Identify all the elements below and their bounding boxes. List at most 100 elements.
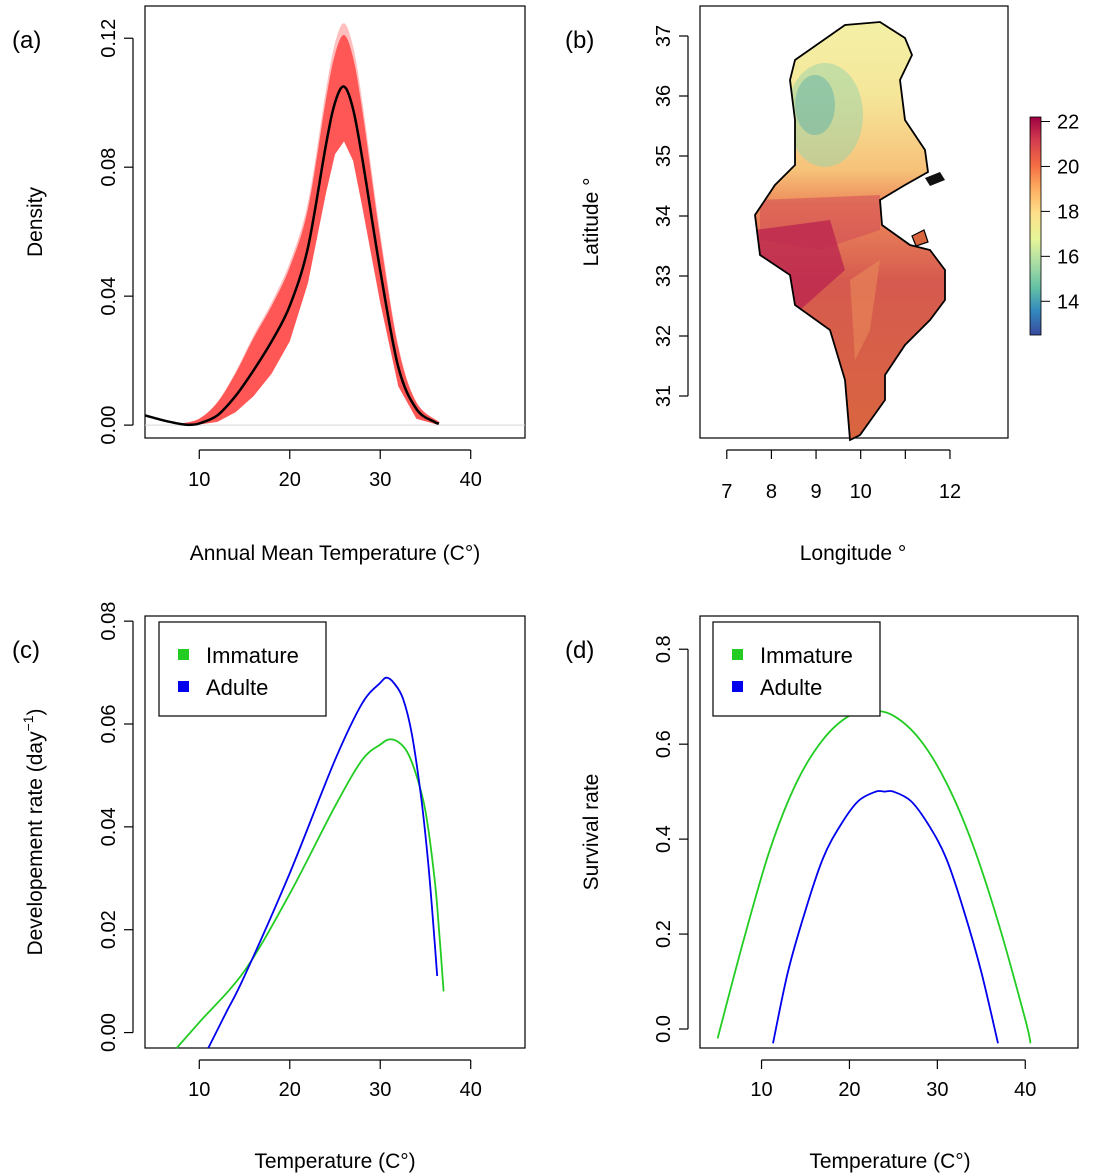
panel-b-y-tick-label: 32 bbox=[653, 325, 675, 347]
panel-d-x-label: Temperature (C°) bbox=[809, 1150, 970, 1173]
panel-d-legend-label-adulte: Adulte bbox=[760, 675, 822, 700]
panel-d-y-label: Survival rate bbox=[580, 774, 603, 891]
panel-a-y-axis: 0.00 0.04 0.08 0.12 bbox=[98, 19, 134, 445]
panel-c-x-label: Temperature (C°) bbox=[254, 1150, 415, 1173]
panel-a-y-tick-label: 0.08 bbox=[98, 148, 120, 187]
panel-b-scale-tick-label: 22 bbox=[1057, 111, 1079, 133]
panel-a-y-label: Density bbox=[24, 186, 47, 257]
panel-c-legend: Immature Adulte bbox=[158, 621, 327, 717]
panel-d-series bbox=[716, 710, 1032, 1044]
panel-b-y-tick-label: 34 bbox=[653, 205, 675, 227]
panel-a-y-tick-label: 0.12 bbox=[98, 19, 120, 58]
panel-c-series bbox=[176, 676, 445, 1049]
panel-d-x-axis: 10 20 30 40 bbox=[750, 1059, 1036, 1101]
panel-a-plot-box bbox=[144, 5, 526, 439]
panel-c-x-tick-label: 30 bbox=[369, 1079, 391, 1101]
panel-b-x-tick-label: 10 bbox=[850, 481, 872, 503]
panel-b-x-tick-label: 9 bbox=[810, 481, 821, 503]
panel-c-x-tick-label: 10 bbox=[188, 1079, 210, 1101]
panel-d-plot-box bbox=[699, 615, 1079, 1049]
panel-b-y-tick-label: 31 bbox=[653, 385, 675, 407]
panel-b-y-tick-label: 35 bbox=[653, 145, 675, 167]
panel-c-y-tick-label: 0.00 bbox=[98, 1013, 120, 1052]
panel-c-y-axis: 0.00 0.02 0.04 0.06 0.08 bbox=[98, 602, 134, 1052]
panel-a-x-label: Annual Mean Temperature (C°) bbox=[190, 542, 480, 565]
panel-a-density-mean-line bbox=[144, 85, 440, 427]
panel-b-scale-tick-label: 18 bbox=[1057, 201, 1079, 223]
panel-d-legend-swatch-adulte bbox=[732, 681, 743, 692]
panel-c-x-tick-label: 20 bbox=[279, 1079, 301, 1101]
panel-b-y-axis: 31 32 33 34 35 36 37 bbox=[653, 25, 689, 407]
panel-a-label: (a) bbox=[12, 27, 41, 54]
panel-b-x-label: Longitude ° bbox=[800, 542, 907, 565]
panel-d-x-tick-label: 20 bbox=[838, 1079, 860, 1101]
panel-c-y-tick-label: 0.08 bbox=[98, 602, 120, 641]
panel-c-line-immature bbox=[176, 738, 445, 1049]
panel-b-scale-tick-label: 20 bbox=[1057, 156, 1079, 178]
panel-c-x-axis: 10 20 30 40 bbox=[188, 1059, 482, 1101]
panel-c-legend-label-immature: Immature bbox=[206, 643, 299, 668]
panel-d-line-immature bbox=[716, 710, 1032, 1044]
panel-a-x-tick-label: 10 bbox=[188, 469, 210, 491]
panel-d: (d) 10 20 30 40 0.0 0.2 0.4 0.6 0.8 Immature Ad… bbox=[565, 615, 1079, 1173]
panel-c-x-tick-label: 40 bbox=[460, 1079, 482, 1101]
panel-c-y-label-close: ) bbox=[24, 708, 47, 715]
panel-d-x-tick-label: 10 bbox=[750, 1079, 772, 1101]
panel-c-y-tick-label: 0.04 bbox=[98, 807, 120, 846]
panel-b: (b) 7 8 9 10 12 31 32 33 34 35 36 37 Longitude ° L… bbox=[565, 5, 1079, 565]
panel-d-y-tick-label: 0.6 bbox=[653, 730, 675, 758]
panel-c-line-adulte bbox=[207, 676, 439, 1049]
panel-b-island bbox=[925, 172, 945, 186]
panel-c-y-label-superscript: −1 bbox=[20, 715, 36, 731]
panel-a-x-axis: 10 20 30 40 bbox=[188, 449, 482, 491]
panel-b-y-label: Latitude ° bbox=[580, 178, 603, 267]
panel-c-y-label-main: Developement rate (day bbox=[24, 731, 47, 956]
panel-a-y-tick-label: 0.00 bbox=[98, 406, 120, 445]
panel-c: (c) 10 20 30 40 0.00 0.02 0.04 0.06 0.08 Immatu… bbox=[12, 602, 526, 1173]
panel-a-x-tick-label: 30 bbox=[369, 469, 391, 491]
panel-a: (a) 10 20 30 40 0.00 0.04 0.08 0.12 Annual Mea… bbox=[12, 5, 526, 565]
panel-c-y-tick-label: 0.02 bbox=[98, 910, 120, 949]
panel-a-x-tick-label: 20 bbox=[279, 469, 301, 491]
panel-c-y-tick-label: 0.06 bbox=[98, 705, 120, 744]
panel-b-x-axis: 7 8 9 10 12 bbox=[721, 449, 961, 503]
panel-b-x-tick-label: 12 bbox=[939, 481, 961, 503]
panel-c-plot-box bbox=[144, 615, 526, 1049]
panel-b-y-tick-label: 33 bbox=[653, 265, 675, 287]
panel-c-legend-swatch-adulte bbox=[178, 681, 189, 692]
panel-d-legend-box bbox=[712, 621, 881, 717]
panel-d-legend: Immature Adulte bbox=[712, 621, 881, 717]
panel-b-color-scale-ticks: 22 20 18 16 14 bbox=[1041, 111, 1079, 313]
panel-b-scale-tick-label: 14 bbox=[1057, 291, 1079, 313]
panel-d-x-tick-label: 40 bbox=[1014, 1079, 1036, 1101]
panel-d-y-tick-label: 0.4 bbox=[653, 825, 675, 853]
panel-b-x-tick-label: 8 bbox=[766, 481, 777, 503]
panel-b-label: (b) bbox=[565, 27, 594, 54]
panel-d-label: (d) bbox=[565, 637, 594, 664]
panel-d-y-tick-label: 0.0 bbox=[653, 1015, 675, 1043]
panel-c-legend-label-adulte: Adulte bbox=[206, 675, 268, 700]
panel-b-y-tick-label: 36 bbox=[653, 85, 675, 107]
panel-b-temperature-map bbox=[755, 22, 945, 440]
panel-a-density-envelope bbox=[181, 34, 439, 426]
panel-b-country-outline bbox=[754, 21, 946, 442]
panel-b-x-tick-label: 7 bbox=[721, 481, 732, 503]
panel-d-line-adulte bbox=[772, 790, 999, 1044]
panel-b-scale-tick-label: 16 bbox=[1057, 246, 1079, 268]
panel-b-y-tick-label: 37 bbox=[653, 25, 675, 47]
panel-a-y-tick-label: 0.04 bbox=[98, 277, 120, 316]
panel-d-y-tick-label: 0.8 bbox=[653, 635, 675, 663]
panel-c-label: (c) bbox=[12, 637, 40, 664]
panel-b-color-scale bbox=[1029, 116, 1042, 336]
panel-a-density-envelope-faint bbox=[181, 23, 439, 426]
panel-d-legend-swatch-immature bbox=[732, 649, 743, 660]
panel-c-legend-swatch-immature bbox=[178, 649, 189, 660]
panel-d-legend-label-immature: Immature bbox=[760, 643, 853, 668]
panel-c-y-label: Developement rate (day−1) bbox=[20, 708, 47, 955]
panel-d-x-tick-label: 30 bbox=[926, 1079, 948, 1101]
panel-a-x-tick-label: 40 bbox=[460, 469, 482, 491]
panel-d-y-axis: 0.0 0.2 0.4 0.6 0.8 bbox=[653, 635, 689, 1043]
panel-d-y-tick-label: 0.2 bbox=[653, 920, 675, 948]
panel-c-legend-box bbox=[158, 621, 327, 717]
